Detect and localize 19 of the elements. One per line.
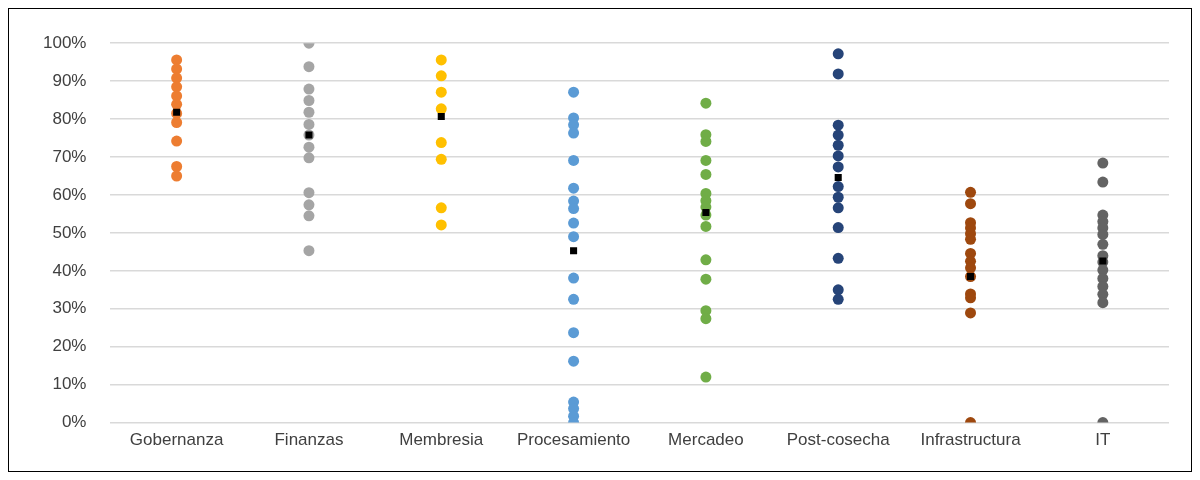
x-tick-label: Finanzas [274, 430, 344, 450]
x-tick-label: Infrastructura [920, 430, 1022, 450]
y-tick-label: 70% [52, 146, 87, 166]
y-tick-label: 20% [52, 336, 87, 356]
y-tick-label: 30% [52, 298, 87, 318]
y-tick-label: 0% [61, 412, 87, 432]
y-tick-label: 40% [52, 260, 87, 280]
x-tick-label: Post-cosecha [786, 430, 891, 450]
y-tick-label: 100% [43, 32, 87, 52]
y-tick-label: 50% [52, 222, 87, 242]
x-tick-label: Gobernanza [129, 430, 224, 450]
y-tick-label: 90% [52, 70, 87, 90]
y-tick-label: 10% [52, 374, 87, 394]
x-tick-label: Procesamiento [516, 430, 631, 450]
x-tick-label: Membresia [399, 430, 484, 450]
x-tick-label: Mercadeo [668, 430, 744, 450]
y-tick-label: 80% [52, 108, 87, 128]
x-tick-label: IT [1095, 430, 1111, 450]
y-tick-label: 60% [52, 184, 87, 204]
